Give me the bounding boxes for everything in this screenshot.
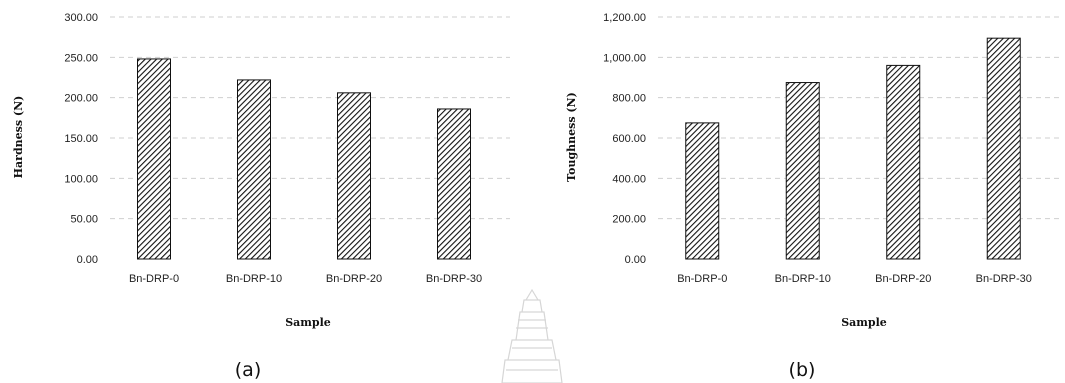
x-tick-label: Bn-DRP-30 [426,273,482,285]
bar-bn-drp-30 [437,108,471,260]
panel-label-a: (a) [235,359,261,381]
y-tick-label: 0.00 [625,254,646,266]
x-tick-label: Bn-DRP-0 [677,273,727,285]
x-tick-label: Bn-DRP-20 [875,273,931,285]
toughness-y-tick-labels: 0.00 200.00 400.00 600.00 800.00 1,000.00 1,20… [603,12,646,266]
toughness-chart: 0.00 200.00 400.00 600.00 800.00 1,000.00 1,20… [565,12,1060,381]
y-tick-label: 150.00 [64,133,98,145]
y-tick-label: 100.00 [64,173,98,185]
x-tick-label: Bn-DRP-30 [976,273,1032,285]
bar-bn-drp-30 [986,37,1021,260]
toughness-x-axis-title: Sample [841,316,887,329]
hardness-bars [137,58,471,260]
panel-label-b: (b) [789,359,816,381]
y-tick-label: 400.00 [612,173,646,185]
bar-bn-drp-10 [785,82,820,260]
toughness-bars [685,37,1021,260]
bar-bn-drp-20 [886,64,921,260]
x-tick-label: Bn-DRP-10 [226,273,282,285]
bar-bn-drp-20 [337,92,371,260]
bar-bn-drp-0 [685,122,720,260]
hardness-x-tick-labels: Bn-DRP-0 Bn-DRP-10 Bn-DRP-20 Bn-DRP-30 [129,273,482,285]
y-tick-label: 1,200.00 [603,12,646,24]
y-tick-label: 800.00 [612,93,646,105]
toughness-y-axis-title: Toughness (N) [565,92,578,182]
y-tick-label: 50.00 [70,214,98,226]
bar-bn-drp-10 [237,79,271,260]
y-tick-label: 300.00 [64,12,98,24]
y-tick-label: 1,000.00 [603,52,646,64]
x-tick-label: Bn-DRP-0 [129,273,179,285]
y-tick-label: 250.00 [64,52,98,64]
y-tick-label: 200.00 [612,214,646,226]
y-tick-label: 200.00 [64,93,98,105]
hardness-x-axis-title: Sample [285,316,331,329]
bar-bn-drp-0 [137,58,171,260]
y-tick-label: 0.00 [77,254,98,266]
watermark-emblem [501,288,563,383]
hardness-y-tick-labels: 0.00 50.00 100.00 150.00 200.00 250.00 300.00 [64,12,98,266]
hardness-chart: 0.0050.00100.00150.00200.00250.00300.00 … [12,12,510,381]
y-tick-label: 600.00 [612,133,646,145]
x-tick-label: Bn-DRP-20 [326,273,382,285]
hardness-gridlines [110,16,510,220]
x-tick-label: Bn-DRP-10 [775,273,831,285]
toughness-x-tick-labels: Bn-DRP-0 Bn-DRP-10 Bn-DRP-20 Bn-DRP-30 [677,273,1032,285]
hardness-y-axis-title: Hardness (N) [12,96,25,179]
